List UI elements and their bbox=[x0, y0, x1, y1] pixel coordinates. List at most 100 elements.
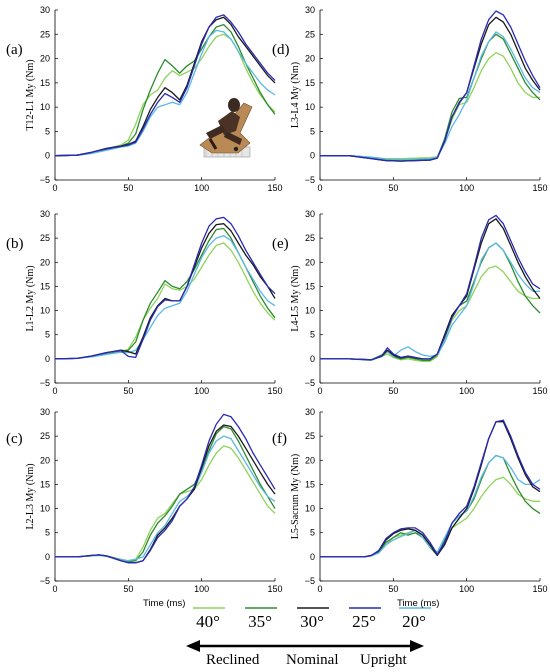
y-tick-label: 10 bbox=[305, 306, 315, 316]
y-tick-label: 20 bbox=[305, 455, 315, 465]
y-tick-label: 25 bbox=[40, 431, 50, 441]
recline-direction-arrow bbox=[186, 640, 424, 652]
panel-letter-d: (d) bbox=[272, 42, 290, 58]
y-tick-label: 30 bbox=[40, 209, 50, 219]
x-tick-label: 150 bbox=[532, 183, 547, 193]
x-tick-label: 150 bbox=[267, 386, 282, 396]
y-tick-label: 0 bbox=[45, 354, 50, 364]
y-tick-label: 0 bbox=[310, 552, 315, 562]
panel-letter-f: (f) bbox=[272, 431, 287, 447]
y-tick-label: 10 bbox=[40, 504, 50, 514]
x-tick-label: 50 bbox=[123, 183, 133, 193]
y-tick-label: −5 bbox=[305, 175, 315, 185]
series-line-25 bbox=[320, 214, 541, 361]
y-tick-label: 30 bbox=[40, 5, 50, 15]
y-tick-label: 15 bbox=[305, 479, 315, 489]
series-line-40 bbox=[320, 52, 540, 160]
series-line-20 bbox=[320, 242, 540, 361]
series-line-25 bbox=[320, 419, 541, 558]
y-tick-label: 25 bbox=[40, 29, 50, 39]
y-axis-label: L1-L2 My (Nm) bbox=[25, 265, 36, 331]
y-tick-label: 25 bbox=[305, 233, 315, 243]
x-tick-label: 50 bbox=[388, 584, 398, 594]
x-tick-label: 100 bbox=[194, 183, 209, 193]
series-line-25 bbox=[54, 14, 276, 157]
x-tick-label: 100 bbox=[459, 584, 474, 594]
series-line-30 bbox=[320, 16, 541, 162]
series-line-40 bbox=[320, 265, 540, 362]
x-tick-label: 0 bbox=[317, 183, 322, 193]
y-tick-label: 25 bbox=[40, 233, 50, 243]
label-nominal: Nominal bbox=[286, 652, 339, 668]
y-tick-label: −5 bbox=[305, 576, 315, 586]
series-line-35 bbox=[320, 33, 541, 161]
seated-occupant-illustration bbox=[199, 98, 253, 158]
series-line-30 bbox=[55, 424, 276, 564]
y-tick-label: 5 bbox=[310, 330, 315, 340]
y-tick-label: 10 bbox=[40, 102, 50, 112]
series-line-20 bbox=[320, 31, 541, 161]
y-tick-label: 25 bbox=[305, 431, 315, 441]
panel-letter-e: (e) bbox=[272, 236, 289, 252]
time-axis-label-right: Time (ms) bbox=[397, 598, 440, 609]
x-tick-label: 150 bbox=[267, 584, 282, 594]
y-tick-label: 30 bbox=[305, 5, 315, 15]
series-line-30 bbox=[320, 218, 541, 361]
panel-letter-a: (a) bbox=[6, 42, 23, 58]
y-tick-label: 30 bbox=[40, 407, 50, 417]
y-tick-label: 25 bbox=[305, 29, 315, 39]
x-tick-label: 50 bbox=[388, 183, 398, 193]
series-line-20 bbox=[54, 235, 276, 360]
legend-label-35: 35° bbox=[248, 612, 272, 631]
y-tick-label: 20 bbox=[305, 54, 315, 64]
panel-letter-b: (b) bbox=[6, 236, 24, 252]
label-reclined: Reclined bbox=[206, 652, 260, 668]
y-axis-label: T12-L1 My (Nm) bbox=[25, 59, 36, 130]
legend-label-30: 30° bbox=[300, 612, 324, 631]
legend-label-40: 40° bbox=[196, 612, 220, 631]
series-line-40 bbox=[54, 33, 276, 157]
y-tick-label: 10 bbox=[305, 504, 315, 514]
x-tick-label: 50 bbox=[388, 386, 398, 396]
y-tick-label: 20 bbox=[40, 455, 50, 465]
y-tick-label: 20 bbox=[305, 257, 315, 267]
x-tick-label: 150 bbox=[532, 386, 547, 396]
legend-label-20: 20° bbox=[402, 612, 426, 631]
y-tick-label: 5 bbox=[45, 528, 50, 538]
x-tick-label: 0 bbox=[317, 386, 322, 396]
x-tick-label: 0 bbox=[52, 183, 57, 193]
y-tick-label: 0 bbox=[310, 151, 315, 161]
series-line-20 bbox=[55, 435, 276, 562]
y-tick-label: 5 bbox=[45, 330, 50, 340]
y-tick-label: 5 bbox=[310, 126, 315, 136]
y-tick-label: 20 bbox=[40, 257, 50, 267]
y-tick-label: 20 bbox=[40, 54, 50, 64]
y-tick-label: 0 bbox=[310, 354, 315, 364]
y-tick-label: 15 bbox=[305, 281, 315, 291]
y-tick-label: 5 bbox=[45, 126, 50, 136]
x-tick-label: 0 bbox=[52, 584, 57, 594]
series-line-35 bbox=[320, 454, 541, 558]
y-tick-label: 15 bbox=[305, 78, 315, 88]
x-tick-label: 0 bbox=[317, 584, 322, 594]
y-tick-label: 5 bbox=[310, 528, 315, 538]
y-tick-label: 0 bbox=[45, 151, 50, 161]
x-tick-label: 50 bbox=[123, 584, 133, 594]
y-axis-label: L5-Sacrum My (Nm) bbox=[290, 454, 301, 540]
x-tick-label: 100 bbox=[459, 386, 474, 396]
y-tick-label: 15 bbox=[40, 479, 50, 489]
series-line-25 bbox=[54, 216, 276, 360]
time-axis-label-left: Time (ms) bbox=[143, 598, 186, 609]
y-tick-label: 30 bbox=[305, 209, 315, 219]
y-tick-label: 15 bbox=[40, 281, 50, 291]
y-axis-label: L3-L4 My (Nm) bbox=[290, 62, 301, 128]
x-tick-label: 100 bbox=[194, 386, 209, 396]
series-line-20 bbox=[320, 454, 541, 558]
series-line-35 bbox=[320, 242, 541, 361]
